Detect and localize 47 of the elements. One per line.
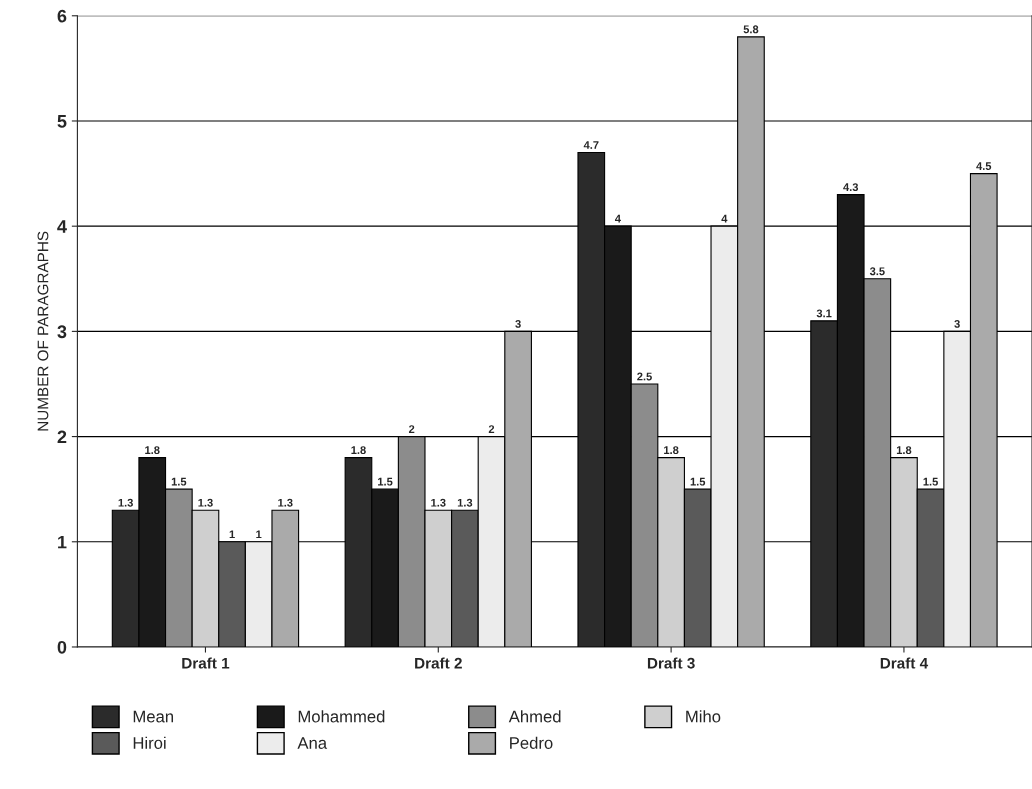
data-label: 3.1 (816, 309, 832, 318)
data-label: 1.3 (278, 498, 293, 507)
data-label: 1.8 (145, 446, 160, 455)
data-label: 1.5 (171, 477, 187, 486)
data-label: 4.7 (583, 141, 599, 149)
y-tick-label: 6 (57, 9, 67, 23)
x-tick-label: Draft 3 (647, 657, 695, 669)
data-label: 3 (515, 319, 521, 328)
legend-label: Hiroi (133, 736, 166, 749)
x-tick-label: Draft 1 (182, 657, 230, 669)
data-label: 4.3 (843, 183, 859, 192)
data-label: 3.5 (869, 267, 885, 276)
y-tick-label: 5 (57, 115, 67, 128)
y-tick-label: 0 (57, 640, 67, 654)
data-label: 1.3 (457, 498, 473, 507)
legend-label: Mean (133, 710, 174, 723)
data-label: 1.5 (923, 477, 938, 486)
legend-label: Pedro (510, 736, 553, 749)
legend-label: Miho (686, 710, 721, 723)
data-label: 1.5 (378, 477, 393, 486)
legend-label: Ahmed (508, 710, 561, 723)
x-tick-label: Draft 4 (880, 657, 929, 669)
y-tick-label: 1 (58, 535, 67, 549)
data-label: 2 (408, 425, 415, 433)
data-label: 2.5 (637, 372, 652, 381)
data-label: 1.3 (118, 498, 133, 507)
data-label: 1.8 (896, 446, 912, 455)
data-label: 1.8 (351, 446, 366, 455)
data-label: 1.8 (664, 446, 679, 455)
y-tick-label: 2 (57, 430, 67, 444)
data-label: 1 (229, 530, 235, 539)
x-tick-label: Draft 2 (415, 657, 462, 669)
data-label: 5.8 (743, 25, 759, 34)
data-label: 1.3 (198, 498, 213, 507)
y-axis-title: NUMBER OF PARAGRAPHS (37, 231, 49, 431)
legend-label: Ana (297, 737, 328, 749)
y-tick-label: 3 (57, 325, 67, 339)
y-tick-label: 4 (57, 220, 67, 233)
data-label: 4 (721, 214, 728, 223)
data-label: 1.5 (690, 477, 706, 486)
data-label: 1.3 (431, 498, 446, 507)
data-label: 2 (488, 425, 495, 433)
legend-label: Mohammed (298, 710, 385, 723)
data-label: 4.5 (976, 162, 992, 170)
data-label: 4 (614, 214, 621, 223)
data-label: 1 (256, 530, 262, 539)
data-label: 3 (954, 319, 960, 328)
